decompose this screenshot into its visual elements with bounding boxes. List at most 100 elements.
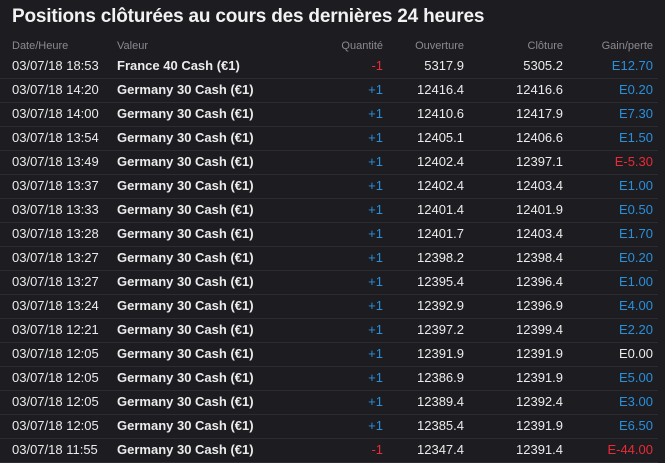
date-cell: 03/07/18 14:20 [12,82,99,97]
value-cell: Germany 30 Cash (€1) [117,178,254,193]
table-row[interactable]: 03/07/18 12:05 Germany 30 Cash (€1) +1 1238… [0,367,658,391]
open-cell: 5317.9 [424,58,464,73]
gain-cell: E4.00 [619,298,653,313]
close-cell: 12392.4 [516,394,563,409]
close-cell: 12399.4 [516,322,563,337]
quantity-cell: +1 [368,322,383,337]
date-cell: 03/07/18 13:54 [12,130,99,145]
open-cell: 12386.9 [417,370,464,385]
column-header-gain[interactable]: Gain/perte [601,40,653,52]
open-cell: 12347.4 [417,442,464,457]
quantity-cell: +1 [368,154,383,169]
value-cell: Germany 30 Cash (€1) [117,442,254,457]
open-cell: 12402.4 [417,178,464,193]
open-cell: 12410.6 [417,106,464,121]
date-cell: 03/07/18 13:24 [12,298,99,313]
open-cell: 12398.2 [417,250,464,265]
value-cell: Germany 30 Cash (€1) [117,82,254,97]
date-cell: 03/07/18 13:49 [12,154,99,169]
table-row[interactable]: 03/07/18 11:55 Germany 30 Cash (€1) -1 1234… [0,439,658,463]
table-row[interactable]: 03/07/18 12:05 Germany 30 Cash (€1) +1 1238… [0,415,658,439]
value-cell: Germany 30 Cash (€1) [117,250,254,265]
date-cell: 03/07/18 13:37 [12,178,99,193]
value-cell: Germany 30 Cash (€1) [117,130,254,145]
open-cell: 12402.4 [417,154,464,169]
gain-cell: E1.50 [619,130,653,145]
table-row[interactable]: 03/07/18 12:05 Germany 30 Cash (€1) +1 1238… [0,391,658,415]
table-row[interactable]: 03/07/18 12:05 Germany 30 Cash (€1) +1 1239… [0,343,658,367]
quantity-cell: +1 [368,346,383,361]
date-cell: 03/07/18 13:27 [12,250,99,265]
open-cell: 12401.4 [417,202,464,217]
table-row[interactable]: 03/07/18 13:54 Germany 30 Cash (€1) +1 1240… [0,127,658,151]
table-row[interactable]: 03/07/18 13:28 Germany 30 Cash (€1) +1 1240… [0,223,658,247]
gain-cell: E3.00 [619,394,653,409]
open-cell: 12391.9 [417,346,464,361]
close-cell: 12391.4 [516,442,563,457]
value-cell: France 40 Cash (€1) [117,58,240,73]
date-cell: 03/07/18 11:55 [12,442,98,457]
gain-cell: E0.00 [619,346,653,361]
table-row[interactable]: 03/07/18 14:00 Germany 30 Cash (€1) +1 1241… [0,103,658,127]
date-cell: 03/07/18 12:05 [12,394,99,409]
date-cell: 03/07/18 18:53 [12,58,99,73]
close-cell: 12403.4 [516,226,563,241]
table-row[interactable]: 03/07/18 13:27 Germany 30 Cash (€1) +1 1239… [0,247,658,271]
value-cell: Germany 30 Cash (€1) [117,202,254,217]
close-cell: 12396.4 [516,274,563,289]
gain-cell: E0.20 [619,82,653,97]
date-cell: 03/07/18 12:05 [12,418,99,433]
value-cell: Germany 30 Cash (€1) [117,298,254,313]
column-header-date[interactable]: Date/Heure [12,40,69,52]
value-cell: Germany 30 Cash (€1) [117,394,254,409]
quantity-cell: +1 [368,202,383,217]
date-cell: 03/07/18 13:28 [12,226,99,241]
table-row[interactable]: 03/07/18 13:37 Germany 30 Cash (€1) +1 1240… [0,175,658,199]
value-cell: Germany 30 Cash (€1) [117,154,254,169]
open-cell: 12385.4 [417,418,464,433]
open-cell: 12401.7 [417,226,464,241]
close-cell: 12406.6 [516,130,563,145]
quantity-cell: +1 [368,418,383,433]
gain-cell: E5.00 [619,370,653,385]
quantity-cell: +1 [368,106,383,121]
table-row[interactable]: 03/07/18 13:33 Germany 30 Cash (€1) +1 1240… [0,199,658,223]
gain-cell: E0.20 [619,250,653,265]
quantity-cell: +1 [368,394,383,409]
value-cell: Germany 30 Cash (€1) [117,274,254,289]
gain-cell: E12.70 [611,58,653,73]
table-row[interactable]: 03/07/18 14:20 Germany 30 Cash (€1) +1 1241… [0,79,658,103]
value-cell: Germany 30 Cash (€1) [117,322,254,337]
close-cell: 12391.9 [516,418,563,433]
column-header-close[interactable]: Clôture [527,40,563,52]
close-cell: 12401.9 [516,202,563,217]
gain-cell: E0.50 [619,202,653,217]
column-header-quantity[interactable]: Quantité [341,40,383,52]
column-header-open[interactable]: Ouverture [415,40,464,52]
quantity-cell: +1 [368,370,383,385]
column-header-value[interactable]: Valeur [117,40,148,52]
table-row[interactable]: 03/07/18 13:49 Germany 30 Cash (€1) +1 1240… [0,151,658,175]
quantity-cell: +1 [368,274,383,289]
gain-cell: E2.20 [619,322,653,337]
close-cell: 12396.9 [516,298,563,313]
close-cell: 12403.4 [516,178,563,193]
open-cell: 12397.2 [417,322,464,337]
table-row[interactable]: 03/07/18 13:24 Germany 30 Cash (€1) +1 1239… [0,295,658,319]
open-cell: 12392.9 [417,298,464,313]
gain-cell: E-44.00 [607,442,653,457]
open-cell: 12395.4 [417,274,464,289]
value-cell: Germany 30 Cash (€1) [117,370,254,385]
value-cell: Germany 30 Cash (€1) [117,226,254,241]
quantity-cell: +1 [368,130,383,145]
date-cell: 03/07/18 14:00 [12,106,99,121]
table-row[interactable]: 03/07/18 18:53 France 40 Cash (€1) -1 5317.… [0,55,658,79]
table-row[interactable]: 03/07/18 13:27 Germany 30 Cash (€1) +1 1239… [0,271,658,295]
table-row[interactable]: 03/07/18 12:21 Germany 30 Cash (€1) +1 1239… [0,319,658,343]
close-cell: 12391.9 [516,370,563,385]
date-cell: 03/07/18 12:05 [12,346,99,361]
value-cell: Germany 30 Cash (€1) [117,346,254,361]
page-title: Positions clôturées au cours des dernièr… [12,6,485,27]
close-cell: 12391.9 [516,346,563,361]
quantity-cell: +1 [368,178,383,193]
